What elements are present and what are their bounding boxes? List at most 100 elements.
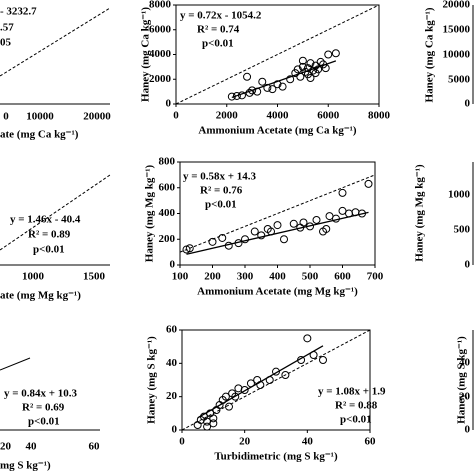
point	[289, 219, 298, 228]
x-axis-label: Turbidimetric (mg S kg⁻¹)	[214, 451, 338, 463]
x-tick-label: 60	[365, 436, 377, 448]
edge-label: y = 1.46x - 40.4	[10, 214, 81, 226]
edge-label: 10000	[26, 111, 54, 123]
y-axis-label: Haney (mg S kg⁻¹)	[146, 336, 158, 424]
point	[209, 419, 218, 428]
edge-label: .57	[0, 22, 14, 34]
point	[331, 49, 340, 58]
point	[185, 244, 194, 253]
point	[322, 224, 331, 233]
panel: 0 20 40 60 0 20 40 60 y = 1.08x + 1.9 R² = 0.88 p<…	[146, 324, 387, 463]
y-tick-label: 2000	[149, 73, 172, 85]
point	[208, 237, 217, 246]
y-tick-label: 8000	[149, 0, 172, 11]
point	[321, 64, 330, 73]
point	[241, 235, 249, 244]
edge-label: p<0.01	[28, 416, 60, 428]
point	[281, 371, 290, 379]
point	[325, 212, 334, 221]
x-tick-label: 100	[172, 271, 189, 283]
x-tick-label: 4000	[267, 110, 290, 122]
point	[278, 82, 287, 91]
edge-label: 0	[3, 111, 9, 123]
point	[232, 91, 241, 100]
point	[303, 64, 312, 73]
point	[338, 206, 347, 215]
r-squared: R² = 0.76	[200, 185, 243, 197]
one-to-one-line	[0, 7, 111, 77]
point	[324, 50, 333, 59]
edge-label: 500	[454, 224, 471, 236]
edge-label: 1500	[83, 271, 106, 283]
point	[273, 221, 282, 230]
point	[351, 208, 360, 217]
point	[306, 59, 315, 68]
edge-label: 1000	[448, 189, 471, 201]
point	[221, 392, 230, 401]
edge-label: Haney (mg S kg⁻¹)	[456, 336, 468, 424]
point	[258, 77, 267, 86]
panel: 100 200 300 400 500 600 700 0 200 400 600 800 y = 0.…	[144, 156, 384, 298]
point	[299, 218, 308, 227]
y-tick-label: 4000	[149, 48, 172, 60]
edge-label: 0	[465, 424, 471, 436]
y-tick-label: 60	[166, 324, 178, 336]
point	[309, 351, 318, 359]
edge-label: 20	[0, 441, 12, 453]
edge-label: 40	[459, 357, 471, 369]
point	[338, 188, 347, 197]
point	[250, 227, 259, 236]
x-tick-label: 40	[302, 436, 314, 448]
y-tick-label: 0	[166, 98, 172, 110]
edge-label: mg S kg⁻¹)	[0, 460, 51, 472]
point	[296, 72, 305, 81]
edge-label: R² = 0.89	[28, 229, 71, 241]
point	[286, 75, 295, 84]
edge-label: y = 0.84x + 10.3	[4, 388, 78, 400]
point	[225, 402, 233, 411]
y-tick-label: 600	[159, 181, 176, 193]
point	[203, 422, 212, 431]
point	[273, 80, 282, 89]
x-tick-label: 20	[239, 436, 251, 448]
edge-label: 15000	[443, 24, 471, 36]
y-tick-label: 0	[172, 424, 178, 436]
edge-label: - 3232.7	[0, 6, 37, 18]
point	[218, 233, 227, 242]
edge-label: ate (mg Mg kg⁻¹)	[0, 290, 81, 302]
x-tick-label: 700	[367, 271, 384, 283]
x-tick-label: 600	[334, 271, 351, 283]
x-tick-label: 500	[302, 271, 319, 283]
point	[280, 235, 288, 244]
one-to-one-line	[175, 4, 380, 105]
p-value: p<0.01	[205, 199, 237, 211]
point	[234, 239, 243, 248]
point	[231, 392, 240, 401]
point	[358, 209, 366, 218]
point	[240, 386, 249, 394]
edge-label: R² = 0.69	[22, 402, 65, 414]
point	[257, 231, 266, 240]
point	[314, 65, 323, 74]
edge-label: 10000	[443, 49, 471, 61]
point	[306, 222, 314, 231]
edge-label: 40	[26, 441, 38, 453]
point	[297, 356, 306, 364]
one-to-one-line	[0, 174, 111, 251]
point	[309, 66, 318, 75]
point	[268, 85, 277, 94]
y-tick-label: 200	[159, 233, 176, 245]
point	[253, 376, 262, 384]
point	[319, 356, 327, 364]
point	[312, 215, 321, 224]
equation: y = 0.72x - 1054.2	[180, 10, 262, 22]
x-axis-label: Ammonium Acetate (mg Mg kg⁻¹)	[197, 286, 358, 298]
edge-label: 20	[459, 391, 471, 403]
point	[298, 56, 307, 65]
point	[253, 87, 262, 96]
y-tick-label: 400	[159, 207, 176, 219]
point	[332, 214, 340, 223]
fit-line	[0, 357, 31, 371]
p-value: p<0.01	[340, 414, 372, 426]
